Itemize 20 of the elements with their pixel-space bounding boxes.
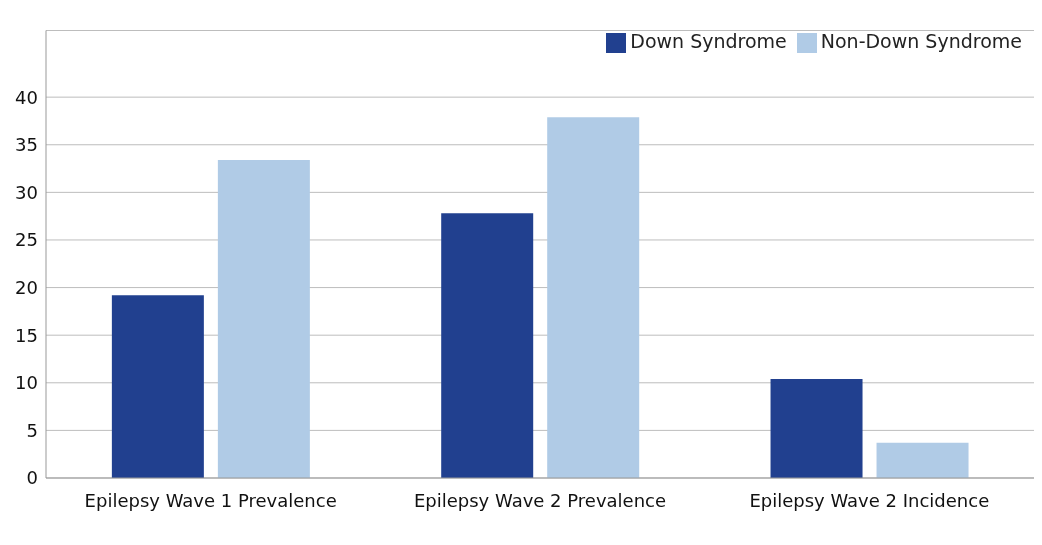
y-tick-label: 15 xyxy=(15,324,38,346)
y-tick-label: 40 xyxy=(15,86,38,108)
bar xyxy=(111,295,204,478)
bar xyxy=(876,442,969,478)
bar xyxy=(770,378,863,478)
y-tick-label: 35 xyxy=(15,134,38,156)
x-tick-label: Epilepsy Wave 2 Incidence xyxy=(749,489,990,511)
y-tick-label: 20 xyxy=(15,276,38,298)
y-tick-label: 10 xyxy=(15,372,38,394)
bar xyxy=(441,213,534,478)
bar xyxy=(217,159,310,478)
y-tick-label: 0 xyxy=(26,467,38,489)
x-tick-label: Epilepsy Wave 2 Prevalence xyxy=(413,489,667,511)
legend-label: Non-Down Syndrome xyxy=(820,30,1022,52)
y-tick-label: 30 xyxy=(15,181,38,203)
y-tick-label: 5 xyxy=(26,419,38,441)
y-tick-label: 25 xyxy=(15,229,38,251)
legend-label: Down Syndrome xyxy=(630,30,787,52)
bar xyxy=(547,117,640,478)
x-tick-label: Epilepsy Wave 1 Prevalence xyxy=(84,489,337,511)
